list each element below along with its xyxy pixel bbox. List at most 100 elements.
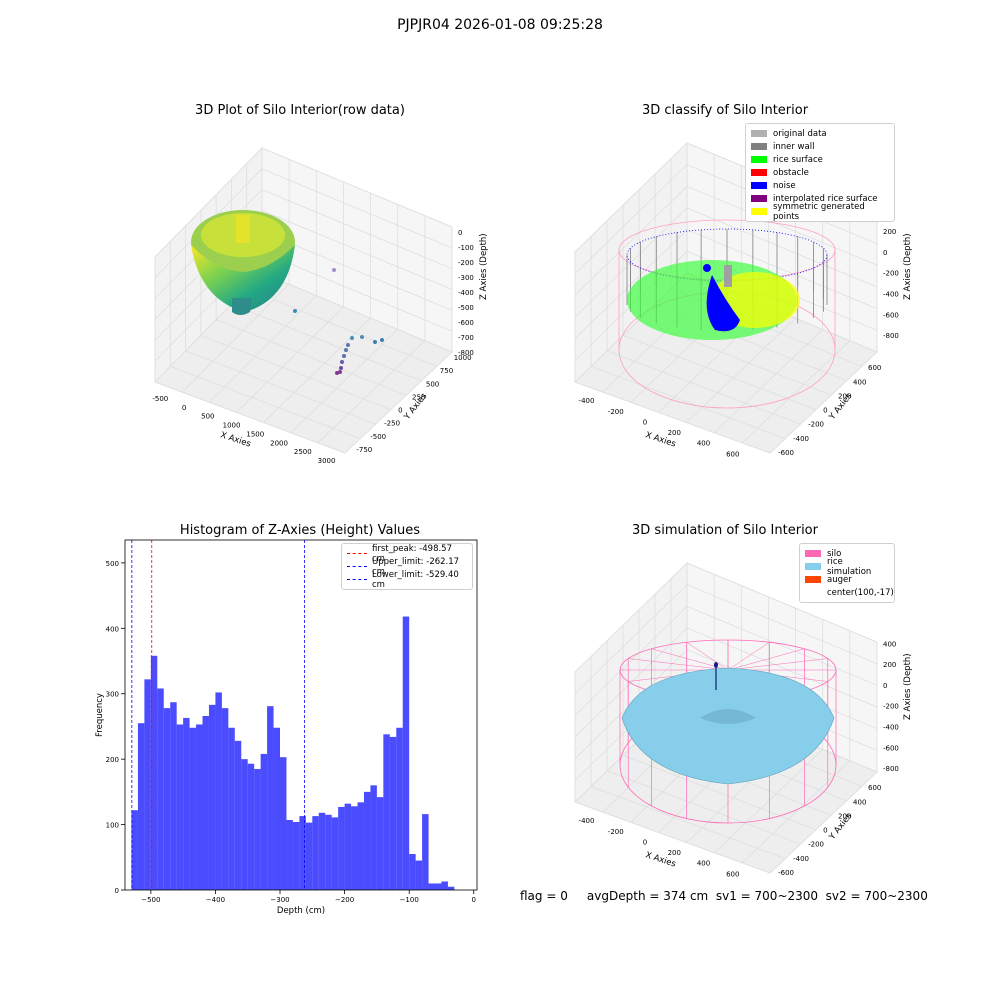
z-tick-label: 0 [458, 229, 462, 237]
histogram-bar [376, 797, 384, 890]
z-tick-label: -600 [883, 744, 899, 752]
grid-line [231, 303, 422, 382]
y-tick-label: 750 [440, 367, 453, 375]
x-tick-label: 400 [697, 440, 710, 448]
z-tick-label: 200 [883, 228, 896, 236]
x-tick-label: 500 [201, 413, 214, 421]
y-axis-label: Frequency [95, 693, 105, 737]
histogram-bar [137, 723, 145, 890]
histogram-bar [189, 727, 197, 890]
panel-title-raw-data: 3D Plot of Silo Interior(row data) [195, 103, 405, 118]
grid-line [181, 284, 290, 393]
z-tick-label: -600 [458, 319, 474, 327]
legend-swatch [751, 208, 767, 215]
histogram-bar [325, 814, 332, 890]
panel-title-classify: 3D classify of Silo Interior [641, 103, 809, 118]
grid-line [154, 189, 453, 299]
histogram-bar [383, 734, 390, 890]
silo-wireframe-roof [628, 658, 729, 671]
histogram-bar [221, 708, 229, 890]
panel-title-simulation: 3D simulation of Silo Interior [632, 523, 818, 538]
silo-wireframe-roof [727, 642, 770, 671]
legend-entry: silo [805, 547, 889, 560]
legend-swatch [347, 553, 367, 554]
y-tick-label: 1000 [454, 354, 472, 362]
z-axis-label: Z Axies (Depth) [479, 233, 489, 300]
legend-label: obstacle [773, 167, 809, 178]
grid-line [622, 334, 816, 411]
x-tick-label: 0 [643, 838, 647, 846]
x-tick-label: -400 [579, 397, 595, 405]
y-tick-label: -200 [808, 841, 824, 849]
legend-swatch [805, 589, 821, 596]
legend-simulation: silo rice simulation auger center(100,-17) [799, 543, 895, 603]
y-tick-label: 200 [838, 392, 851, 400]
histogram-bar [150, 655, 158, 890]
histogram-bar [338, 806, 345, 890]
histogram-bar [273, 727, 281, 890]
x-tick-label: −500 [141, 896, 160, 904]
histogram-bar [435, 883, 442, 890]
legend-label: center(100,-17) [827, 587, 894, 598]
histogram-bar [260, 753, 268, 890]
z-tick-label: -200 [883, 703, 899, 711]
grid-line [185, 350, 376, 425]
histogram-bar [234, 740, 242, 890]
z-axis-label: Z Axies (Depth) [903, 653, 913, 720]
grid-line [154, 210, 453, 320]
grid-line [574, 185, 878, 296]
histogram-bar [292, 821, 300, 890]
histogram-bar [441, 881, 448, 890]
legend-label: original data [773, 128, 827, 139]
grid-line [236, 306, 344, 413]
z-tick-label: -500 [458, 304, 474, 312]
z-tick-label: 200 [883, 661, 896, 669]
legend-entry: rice surface [751, 153, 889, 166]
legend-label: interpolated rice surface [773, 193, 878, 204]
legend-label: Upper_limit: -262.17 cm [372, 556, 460, 577]
legend-swatch [347, 566, 367, 567]
histogram-bar [318, 812, 326, 890]
histogram-bar [254, 768, 261, 890]
auger-head [714, 662, 718, 668]
histogram-bar [241, 759, 248, 890]
grid-line [606, 350, 801, 425]
y-tick-label: -500 [370, 433, 386, 441]
histogram-bar [247, 763, 255, 890]
legend-swatch [751, 130, 767, 137]
histogram-bar [415, 860, 423, 890]
silo-bottom-points [232, 298, 252, 315]
y-tick-label: 400 [853, 798, 866, 806]
y-tick-label: 400 [106, 625, 119, 633]
y-tick-label: -400 [793, 855, 809, 863]
rice-surface-dip [700, 709, 756, 724]
histogram-bar [280, 757, 287, 890]
histogram-bar [357, 802, 364, 890]
histogram-bar [183, 717, 190, 890]
y-tick-label: -600 [778, 449, 794, 457]
grid-line [606, 770, 801, 845]
legend-label: inner wall [773, 141, 815, 152]
histogram-bar [202, 715, 209, 890]
x-tick-label: 200 [668, 849, 681, 857]
x-axis-label: Depth (cm) [277, 906, 325, 916]
outlier-point [373, 340, 377, 344]
legend-swatch [347, 579, 367, 580]
histogram-bar [131, 810, 138, 890]
x-tick-label: -200 [608, 828, 624, 836]
outlier-point [332, 268, 336, 272]
x-tick-label: -400 [579, 817, 595, 825]
panel-title-histogram: Histogram of Z-Axies (Height) Values [179, 523, 421, 538]
y-tick-label: 0 [823, 827, 827, 835]
z-tick-label: -800 [458, 349, 474, 357]
grid-line [741, 340, 851, 444]
legend-entry: symmetric generated points [751, 202, 889, 222]
noise-cluster-points [703, 264, 711, 272]
histogram-bar [215, 692, 222, 890]
outlier-point [344, 348, 348, 352]
y-tick-label: 400 [853, 378, 866, 386]
legend-label: noise [773, 180, 796, 191]
